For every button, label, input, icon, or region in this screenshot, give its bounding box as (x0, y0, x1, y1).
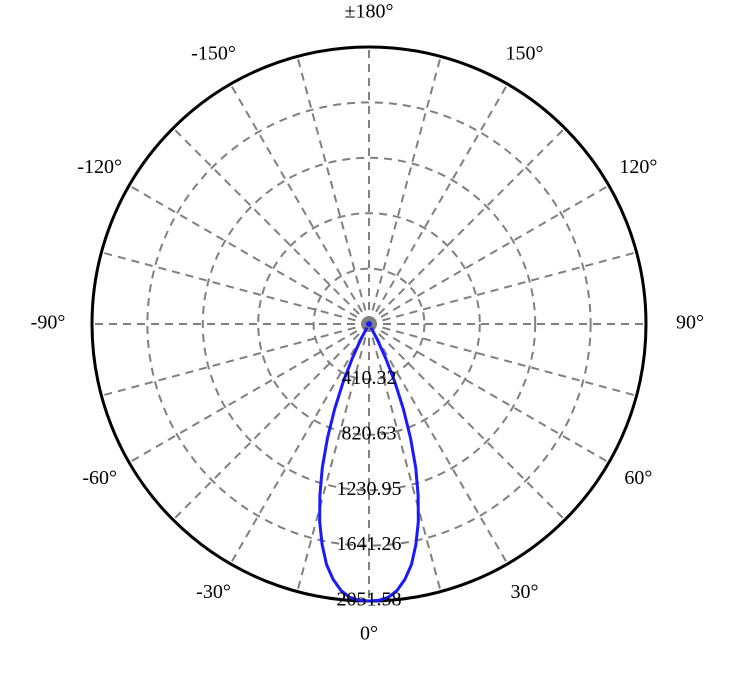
grid-spoke (369, 324, 609, 463)
angle-label: -60° (82, 467, 117, 489)
grid-spoke (297, 56, 369, 324)
grid-spoke (231, 84, 370, 324)
grid-spoke (369, 252, 637, 324)
polar-svg: 0° 30° 60° 90° 120° 150° ±180° -150° -120° -90° -6… (0, 0, 739, 676)
grid-spoke (101, 252, 369, 324)
angle-label: ±180° (345, 1, 394, 23)
grid-spoke (369, 324, 637, 396)
radial-label: 2051.58 (337, 589, 402, 611)
angle-label: 30° (511, 581, 539, 603)
grid-spoke (369, 84, 508, 324)
angle-label: -30° (196, 581, 231, 603)
radial-label: 1641.26 (337, 533, 402, 555)
angle-label: 120° (619, 156, 657, 178)
angle-label: 90° (676, 312, 704, 334)
angle-label: 60° (624, 467, 652, 489)
grid-spoke (173, 128, 369, 324)
angle-label: -90° (31, 312, 66, 334)
radial-label: 820.63 (342, 422, 397, 444)
angle-label: -150° (191, 42, 236, 64)
grid-spoke (129, 186, 369, 325)
grid-spoke (369, 128, 565, 324)
radial-label: 1230.95 (337, 478, 402, 500)
angle-label: -120° (77, 156, 122, 178)
radial-label: 410.32 (342, 367, 397, 389)
angle-label: 150° (506, 42, 544, 64)
grid-spoke (369, 56, 441, 324)
angle-label: 0° (360, 623, 378, 645)
grid-spoke (129, 324, 369, 463)
center-dot (366, 321, 372, 327)
grid-spoke (101, 324, 369, 396)
grid-spoke (369, 186, 609, 325)
polar-chart: 0° 30° 60° 90° 120° 150° ±180° -150° -120° -90° -6… (0, 0, 739, 676)
